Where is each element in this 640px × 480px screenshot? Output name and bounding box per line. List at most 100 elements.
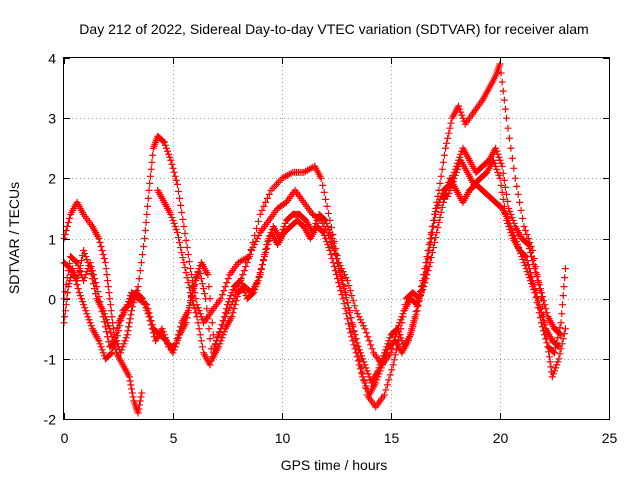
data-point — [259, 257, 267, 265]
data-point — [181, 229, 189, 237]
data-point — [281, 219, 289, 227]
data-point — [145, 186, 153, 194]
data-point — [167, 210, 175, 218]
data-point — [168, 160, 176, 168]
data-point — [223, 279, 231, 287]
data-point — [262, 198, 270, 206]
data-point — [242, 263, 250, 271]
data-point — [536, 305, 544, 313]
data-point — [543, 339, 551, 347]
data-point — [408, 325, 416, 333]
data-point — [264, 241, 272, 249]
data-point — [112, 329, 120, 337]
data-point — [69, 265, 77, 273]
data-point — [95, 337, 103, 345]
data-point — [360, 376, 368, 384]
data-point — [446, 124, 454, 132]
data-point — [258, 261, 266, 269]
grid — [64, 58, 609, 419]
data-point — [456, 153, 464, 161]
data-point — [103, 328, 111, 336]
data-point — [185, 284, 193, 292]
data-point — [435, 218, 443, 226]
data-point — [72, 277, 80, 285]
data-point — [104, 283, 112, 291]
data-point — [561, 274, 569, 282]
plot-frame — [63, 57, 610, 420]
data-point — [195, 265, 203, 273]
data-point — [169, 164, 177, 172]
data-point — [523, 230, 531, 238]
data-point — [80, 301, 88, 309]
data-point — [198, 280, 206, 288]
data-point — [428, 222, 436, 230]
data-point — [383, 349, 391, 357]
data-point — [374, 373, 382, 381]
data-point — [503, 216, 511, 224]
data-point — [158, 325, 166, 333]
data-point — [229, 309, 237, 317]
data-point — [191, 305, 199, 313]
data-point — [142, 218, 150, 226]
data-point — [197, 337, 205, 345]
data-point — [99, 251, 107, 259]
data-point — [322, 235, 330, 242]
data-point — [419, 277, 427, 285]
data-point — [100, 255, 108, 263]
data-point — [65, 214, 73, 222]
data-point — [457, 108, 465, 116]
data-point — [319, 219, 327, 227]
data-point — [493, 147, 501, 155]
data-point — [75, 289, 83, 297]
data-point — [525, 245, 533, 253]
data-point — [128, 385, 136, 393]
data-point — [138, 389, 146, 397]
data-point — [506, 207, 514, 215]
data-point — [170, 168, 178, 176]
data-point — [459, 114, 467, 122]
data-point — [433, 204, 441, 212]
data-point — [121, 337, 129, 345]
data-point — [204, 315, 212, 323]
data-point — [324, 241, 332, 249]
data-point — [519, 256, 527, 264]
data-point — [127, 381, 135, 389]
data-point — [388, 366, 396, 374]
data-point — [137, 259, 145, 267]
data-point — [422, 259, 430, 267]
data-point — [206, 361, 214, 369]
data-point — [497, 159, 505, 167]
data-point — [555, 355, 563, 363]
data-point — [323, 238, 331, 246]
data-point — [447, 183, 455, 191]
data-point — [558, 301, 566, 309]
data-point — [103, 271, 111, 279]
data-point — [368, 345, 376, 353]
data-point — [255, 231, 263, 239]
data-point — [107, 307, 115, 315]
data-point — [547, 363, 555, 371]
data-point — [537, 309, 545, 317]
data-point — [498, 162, 506, 170]
x-tick-label: 0 — [61, 430, 69, 446]
data-point — [223, 310, 231, 318]
data-point — [356, 365, 364, 373]
data-point — [529, 277, 537, 285]
data-point — [265, 190, 273, 198]
data-point — [176, 194, 184, 202]
data-point — [83, 310, 91, 318]
data-point — [426, 235, 434, 242]
x-tick-label: 15 — [384, 430, 400, 446]
data-point — [346, 325, 354, 333]
data-point — [444, 192, 452, 200]
data-point — [434, 201, 442, 209]
data-point — [124, 298, 132, 306]
data-point — [172, 225, 180, 233]
data-point — [406, 333, 414, 341]
data-point — [416, 288, 424, 296]
data-point — [79, 298, 87, 306]
data-point — [506, 225, 514, 233]
data-point — [193, 273, 201, 281]
data-point — [340, 300, 348, 308]
data-point — [453, 165, 461, 173]
